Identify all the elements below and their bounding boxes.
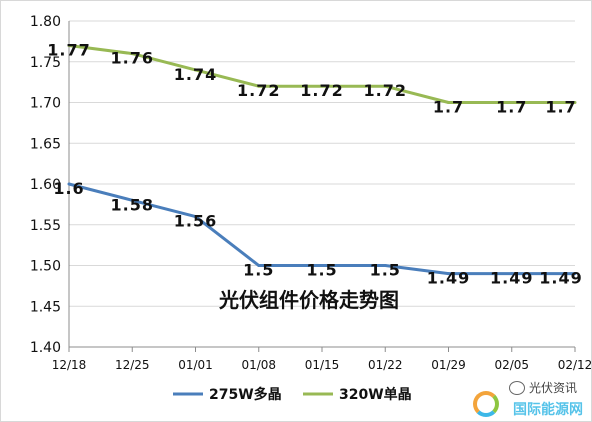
data-point: [130, 198, 134, 202]
data-point: [510, 272, 514, 276]
watermark: 光伏资讯 国际能源网: [465, 379, 585, 419]
x-tick-label: 02/05: [494, 358, 529, 372]
data-label: 1.6: [53, 179, 84, 198]
y-tick-label: 1.45: [30, 299, 61, 315]
watermark-site: 国际能源网: [513, 402, 583, 418]
data-point: [194, 68, 197, 72]
data-label: 1.76: [111, 49, 154, 68]
data-label: 1.5: [370, 261, 401, 280]
data-point: [573, 272, 577, 276]
grid-layer: [69, 20, 575, 307]
data-point: [257, 264, 261, 267]
site-logo-icon: [473, 391, 499, 417]
wechat-icon: [508, 380, 525, 395]
data-label: 1.7: [545, 98, 576, 117]
data-label: 1.72: [364, 81, 407, 100]
y-tick-label: 1.75: [30, 55, 61, 71]
data-point: [447, 272, 450, 276]
data-point: [130, 52, 134, 56]
x-tick-label: 01/29: [431, 358, 466, 372]
data-label: 1.7: [496, 98, 527, 117]
data-point: [447, 101, 450, 104]
x-tick-label: 01/15: [305, 358, 340, 372]
data-label: 1.7: [433, 98, 464, 117]
data-label: 1.5: [243, 261, 274, 280]
data-label: 1.72: [237, 81, 280, 100]
data-label: 1.49: [427, 269, 470, 288]
data-label: 1.56: [174, 212, 217, 231]
x-tick-label: 12/25: [115, 358, 150, 372]
axis-layer: 1.40 1.45 1.50 1.55 1.60 1.65 1.70 1.75 1.80 12/1…: [30, 14, 591, 372]
y-tick-label: 1.60: [30, 177, 61, 193]
data-label: 1.58: [111, 195, 154, 214]
data-point: [67, 182, 71, 186]
x-tick-label: 01/01: [178, 358, 213, 372]
chart-title: 光伏组件价格走势图: [218, 288, 399, 312]
data-point: [510, 101, 514, 104]
x-tick-label: 12/18: [52, 358, 87, 372]
watermark-account: 光伏资讯: [508, 379, 577, 396]
data-point: [194, 215, 197, 219]
legend-label: 275W多晶: [209, 386, 282, 403]
data-point: [257, 84, 261, 88]
data-label-layer: 1.6 1.58 1.56 1.5 1.5 1.5 1.49 1.49 1.49 1.77 1.76…: [47, 40, 582, 288]
y-tick-label: 1.80: [30, 14, 61, 30]
y-tick-label: 1.40: [30, 340, 61, 356]
data-label: 1.49: [539, 269, 582, 288]
data-point: [67, 43, 71, 47]
series-layer: [67, 43, 577, 276]
y-tick-label: 1.70: [30, 96, 61, 112]
watermark-account-name: 光伏资讯: [528, 381, 577, 395]
data-label: 1.72: [300, 81, 343, 100]
x-tick-label: 02/12: [558, 358, 591, 372]
data-point: [383, 264, 387, 267]
y-tick-label: 1.50: [30, 259, 61, 275]
y-tick-label: 1.65: [30, 136, 61, 152]
legend-label: 320W单晶: [339, 386, 412, 403]
data-point: [320, 264, 324, 267]
data-point: [573, 101, 577, 104]
data-label: 1.77: [47, 40, 90, 59]
data-point: [383, 84, 387, 88]
x-tick-label: 01/08: [241, 358, 276, 372]
data-label: 1.49: [490, 269, 533, 288]
data-point: [320, 84, 324, 88]
y-tick-label: 1.55: [30, 218, 61, 234]
data-label: 1.5: [306, 261, 337, 280]
legend: 275W多晶 320W单晶: [173, 386, 412, 403]
data-label: 1.74: [174, 65, 217, 84]
x-tick-label: 01/22: [368, 358, 403, 372]
